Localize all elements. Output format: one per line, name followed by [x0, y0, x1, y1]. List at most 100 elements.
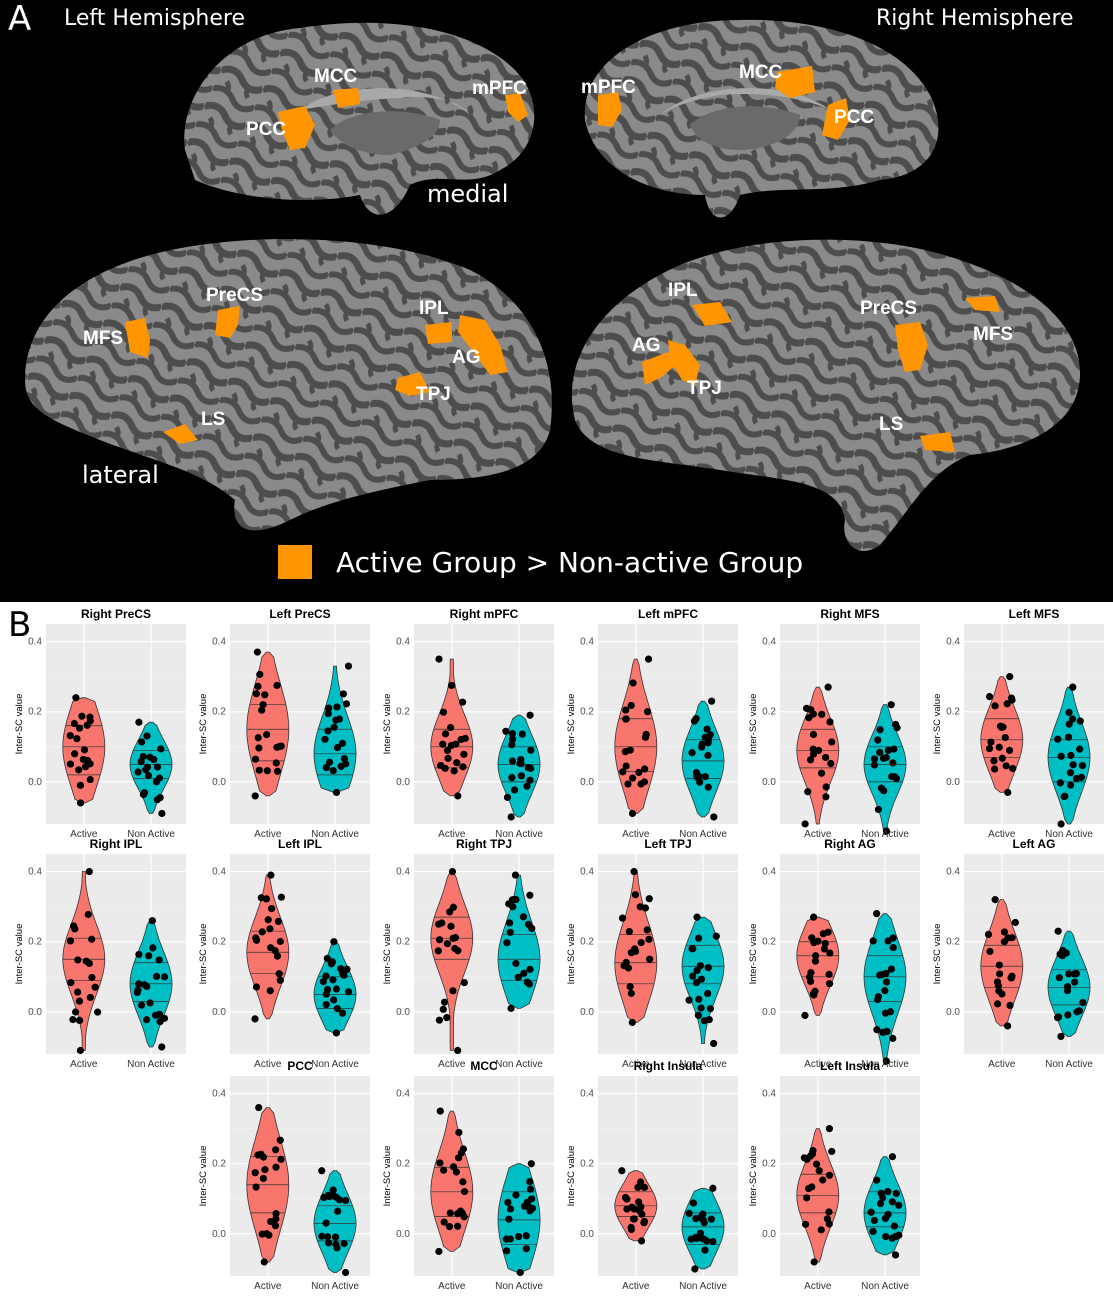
data-point [887, 701, 895, 709]
data-point [267, 904, 276, 913]
data-point [645, 895, 653, 903]
data-point [338, 739, 347, 747]
data-point [812, 952, 820, 960]
data-point [332, 1240, 340, 1248]
data-point [710, 1039, 718, 1048]
data-point [811, 987, 819, 995]
data-point [889, 759, 897, 767]
data-point [88, 935, 96, 943]
data-point [625, 927, 633, 936]
y-axis-label: Inter-SC value [198, 1146, 209, 1207]
data-point [75, 724, 84, 732]
panel-a-letter: A [8, 0, 32, 39]
x-tick-label: Active [804, 829, 832, 840]
data-point [504, 1198, 512, 1206]
violin-chart: 0.0 0.2 0.4 Right AG Inter-SC value Active Non… [748, 837, 920, 1070]
data-point [640, 1183, 649, 1192]
data-point [876, 1199, 885, 1208]
data-point [641, 765, 649, 773]
left-hemisphere-title: Left Hemisphere [64, 6, 246, 31]
data-point [273, 743, 281, 751]
data-point [1009, 764, 1017, 773]
data-point [701, 773, 709, 781]
y-tick-label: 0.4 [396, 1089, 410, 1100]
region-label-rl-mfs: MFS [973, 324, 1014, 345]
chart-title: Left AG [1013, 837, 1056, 851]
data-point [329, 976, 337, 984]
data-point [332, 985, 341, 993]
data-point [71, 1008, 80, 1016]
data-point [1064, 733, 1073, 741]
data-point [446, 908, 454, 916]
blob-rm-mcc [775, 66, 815, 98]
y-tick-label: 0.0 [762, 1229, 776, 1240]
y-axis-label: Inter-SC value [566, 694, 577, 755]
data-point [86, 993, 94, 1002]
region-label-lm-pcc: PCC [246, 119, 287, 140]
chart-title: Left PreCS [269, 607, 330, 621]
x-tick-label: Non Active [127, 829, 175, 840]
data-point [993, 1000, 1002, 1008]
panel-a-brain-maps: A Left Hemisphere Right Hemisphere media… [0, 0, 1113, 602]
data-point [1004, 1022, 1012, 1030]
data-point [271, 947, 279, 955]
violin-active [980, 676, 1024, 793]
data-point [1065, 720, 1073, 728]
data-point [695, 772, 703, 780]
data-point [526, 891, 534, 899]
x-tick-label: Active [254, 1281, 282, 1292]
data-point [277, 893, 285, 901]
data-point [259, 1174, 268, 1183]
data-point [441, 730, 450, 738]
blob-rm-pcc [822, 98, 850, 140]
data-point [85, 959, 93, 968]
data-point [527, 1160, 535, 1168]
data-point [508, 774, 516, 782]
data-point [508, 741, 516, 749]
data-point [627, 989, 635, 997]
data-point [1065, 970, 1073, 978]
violin-chart: 0.0 0.2 0.4 Right MFS Inter-SC value Active No… [748, 607, 920, 840]
data-point [1060, 792, 1068, 801]
data-point [508, 757, 517, 765]
data-point [685, 996, 693, 1004]
data-point [1069, 761, 1077, 769]
x-tick-label: Non Active [1045, 1059, 1093, 1070]
data-point [891, 1232, 900, 1241]
data-point [437, 761, 445, 770]
data-point [447, 681, 456, 690]
data-point [516, 1268, 524, 1277]
data-point [445, 1223, 454, 1231]
x-tick-label: Active [988, 1059, 1016, 1070]
data-point [91, 983, 99, 991]
y-tick-label: 0.0 [28, 1007, 42, 1018]
data-point [1075, 1007, 1083, 1015]
data-point [340, 971, 348, 979]
data-point [74, 988, 82, 996]
data-point [694, 1011, 702, 1019]
data-point [526, 1178, 534, 1186]
violin-chart: 0.0 0.2 0.4 PCC Inter-SC value Active Non Acti… [198, 1059, 370, 1292]
violin-active [430, 871, 474, 1051]
data-point [528, 1195, 536, 1203]
y-axis-label: Inter-SC value [14, 694, 25, 755]
data-point [635, 768, 643, 777]
data-point [825, 980, 834, 988]
data-point [620, 962, 628, 970]
data-point [255, 766, 263, 774]
region-label-ll-mfs: MFS [83, 328, 124, 349]
data-point [627, 949, 635, 957]
y-tick-label: 0.4 [580, 1089, 594, 1100]
data-point [519, 913, 527, 921]
data-point [251, 792, 259, 800]
data-point [1057, 1032, 1065, 1041]
data-point [512, 1191, 520, 1199]
data-point [685, 1209, 693, 1217]
data-point [342, 700, 351, 708]
x-tick-label: Active [438, 1059, 466, 1070]
data-point [618, 1167, 626, 1175]
data-point [637, 780, 645, 788]
data-point [688, 749, 696, 757]
data-point [1065, 708, 1073, 717]
data-point [135, 718, 143, 726]
